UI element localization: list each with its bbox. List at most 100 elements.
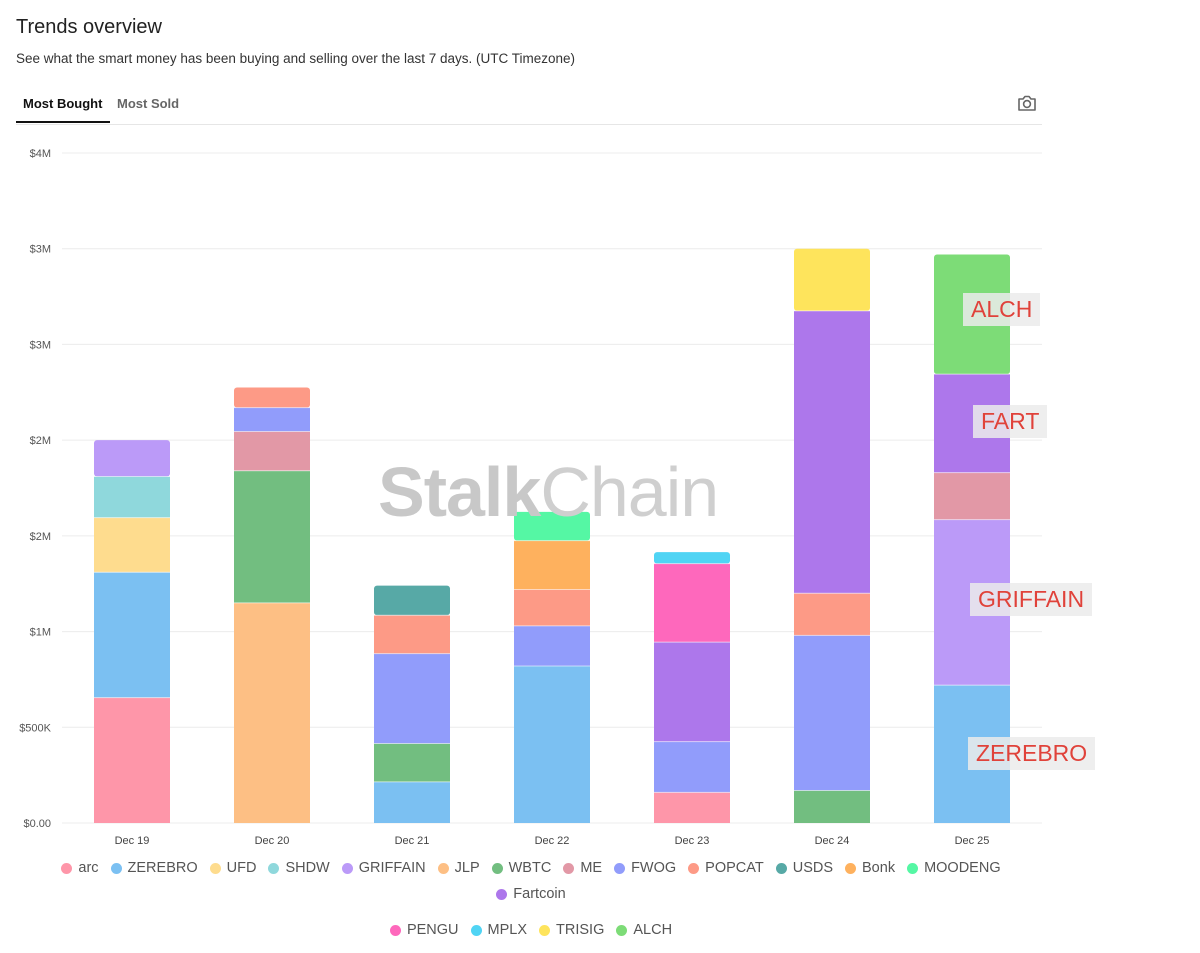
bar-segment-wbtc-dec-20[interactable] — [234, 470, 310, 603]
bar-segment-wbtc-dec-21[interactable] — [374, 743, 450, 782]
legend-swatch — [616, 924, 628, 936]
legend-item-moodeng[interactable]: MOODENG — [907, 860, 1001, 876]
legend-item-fwog[interactable]: FWOG — [614, 860, 676, 876]
tab-bar: Most Bought Most Sold — [16, 88, 1042, 125]
legend-label: POPCAT — [705, 860, 764, 876]
legend-item-pengu[interactable]: PENGU — [389, 922, 459, 938]
bar-segment-pengu-dec-23[interactable] — [654, 563, 730, 643]
legend-item-ufd[interactable]: UFD — [209, 860, 257, 876]
bar-segment-arc-dec-23[interactable] — [654, 792, 730, 823]
bar-segment-fwog-dec-20[interactable] — [234, 407, 310, 432]
legend-label: MPLX — [487, 922, 528, 938]
legend-label: JLP — [454, 860, 480, 876]
y-tick-label: $4M — [30, 148, 51, 160]
legend-swatch — [539, 924, 551, 936]
x-tick-label: Dec 20 — [255, 835, 290, 847]
legend-swatch — [491, 862, 503, 874]
camera-icon[interactable] — [1017, 94, 1037, 112]
legend-swatch — [110, 862, 122, 874]
legend-item-fartcoin[interactable]: Fartcoin — [496, 886, 566, 902]
bar-segment-moodeng-dec-22[interactable] — [514, 511, 590, 541]
legend-label: UFD — [226, 860, 257, 876]
bar-segment-zerebro-dec-21[interactable] — [374, 781, 450, 823]
legend-item-popcat[interactable]: POPCAT — [688, 860, 764, 876]
y-tick-label: $500K — [19, 722, 51, 734]
x-tick-label: Dec 24 — [815, 835, 850, 847]
annotation-griffain: GRIFFAIN — [970, 583, 1093, 616]
legend-item-trisig[interactable]: TRISIG — [539, 922, 604, 938]
bar-segment-wbtc-dec-24[interactable] — [794, 790, 870, 823]
bar-segment-zerebro-dec-22[interactable] — [514, 666, 590, 823]
legend-label: USDS — [792, 860, 834, 876]
legend-item-shdw[interactable]: SHDW — [268, 860, 330, 876]
legend-item-mplx[interactable]: MPLX — [470, 922, 528, 938]
legend-item-bonk[interactable]: Bonk — [845, 860, 895, 876]
bar-segment-zerebro-dec-19[interactable] — [94, 572, 170, 698]
x-tick-label: Dec 19 — [115, 835, 150, 847]
bar-segment-fwog-dec-22[interactable] — [514, 625, 590, 667]
y-tick-label: $1M — [30, 627, 51, 639]
bar-segment-mplx-dec-23[interactable] — [654, 552, 730, 564]
bar-segment-ufd-dec-19[interactable] — [94, 517, 170, 573]
annotation-zerebro: ZEREBRO — [968, 737, 1096, 770]
bar-segment-usds-dec-21[interactable] — [374, 585, 450, 616]
legend-label: TRISIG — [556, 922, 605, 938]
legend-item-alch[interactable]: ALCH — [616, 922, 672, 938]
legend-item-wbtc[interactable]: WBTC — [491, 860, 552, 876]
legend-item-griffain[interactable]: GRIFFAIN — [341, 860, 426, 876]
legend-swatch — [614, 862, 626, 874]
bar-segment-fwog-dec-24[interactable] — [794, 635, 870, 791]
legend-swatch — [688, 862, 700, 874]
legend-item-usds[interactable]: USDS — [775, 860, 834, 876]
legend-item-zerebro[interactable]: ZEREBRO — [110, 860, 198, 876]
legend-swatch — [341, 862, 353, 874]
bar-segment-me-dec-25[interactable] — [934, 472, 1010, 520]
bar-segment-jlp-dec-20[interactable] — [234, 602, 310, 823]
legend-label: Fartcoin — [513, 886, 566, 902]
legend-label: SHDW — [285, 860, 330, 876]
tab-most-sold[interactable]: Most Sold — [117, 96, 180, 111]
legend-label: WBTC — [508, 860, 552, 876]
legend-item-jlp[interactable]: JLP — [437, 860, 480, 876]
bar-segment-bonk-dec-22[interactable] — [514, 540, 590, 590]
legend-swatch — [209, 862, 221, 874]
bar-segment-popcat-dec-24[interactable] — [794, 593, 870, 636]
legend-swatch — [470, 924, 482, 936]
legend-label: ALCH — [633, 922, 673, 938]
y-tick-label: $0.00 — [23, 818, 51, 830]
legend-label: FWOG — [631, 860, 677, 876]
bar-segment-shdw-dec-19[interactable] — [94, 476, 170, 518]
legend-label: arc — [78, 860, 99, 876]
annotation-fart: FART — [973, 405, 1048, 438]
legend-swatch — [496, 888, 508, 900]
x-tick-label: Dec 23 — [675, 835, 710, 847]
bar-segment-fartcoin-dec-23[interactable] — [654, 642, 730, 742]
bar-segment-popcat-dec-21[interactable] — [374, 615, 450, 654]
legend-label: MOODENG — [924, 860, 1001, 876]
bar-segment-me-dec-20[interactable] — [234, 431, 310, 471]
bar-segment-fwog-dec-23[interactable] — [654, 741, 730, 793]
annotation-alch: ALCH — [963, 293, 1041, 326]
legend-swatch — [845, 862, 857, 874]
bar-segment-popcat-dec-22[interactable] — [514, 589, 590, 626]
legend-swatch — [268, 862, 280, 874]
legend-label: PENGU — [406, 922, 459, 938]
chart-legend: arc ZEREBRO UFD SHDW GRIFFAIN JLP WBTC ME FWOG PO… — [16, 860, 1046, 938]
y-tick-label: $3M — [30, 244, 51, 256]
legend-swatch — [437, 862, 449, 874]
legend-label: Bonk — [862, 860, 896, 876]
tab-most-bought[interactable]: Most Bought — [23, 96, 103, 111]
legend-swatch — [61, 862, 73, 874]
bar-segment-griffain-dec-19[interactable] — [94, 440, 170, 477]
bar-segment-fartcoin-dec-24[interactable] — [794, 310, 870, 594]
legend-item-me[interactable]: ME — [563, 860, 602, 876]
legend-item-arc[interactable]: arc — [61, 860, 99, 876]
x-tick-label: Dec 21 — [395, 835, 430, 847]
y-tick-label: $2M — [30, 435, 51, 447]
bar-segment-popcat-dec-20[interactable] — [234, 387, 310, 408]
legend-swatch — [907, 862, 919, 874]
bar-segment-fwog-dec-21[interactable] — [374, 653, 450, 744]
bar-segment-trisig-dec-24[interactable] — [794, 248, 870, 311]
legend-swatch — [563, 862, 575, 874]
bar-segment-arc-dec-19[interactable] — [94, 697, 170, 823]
